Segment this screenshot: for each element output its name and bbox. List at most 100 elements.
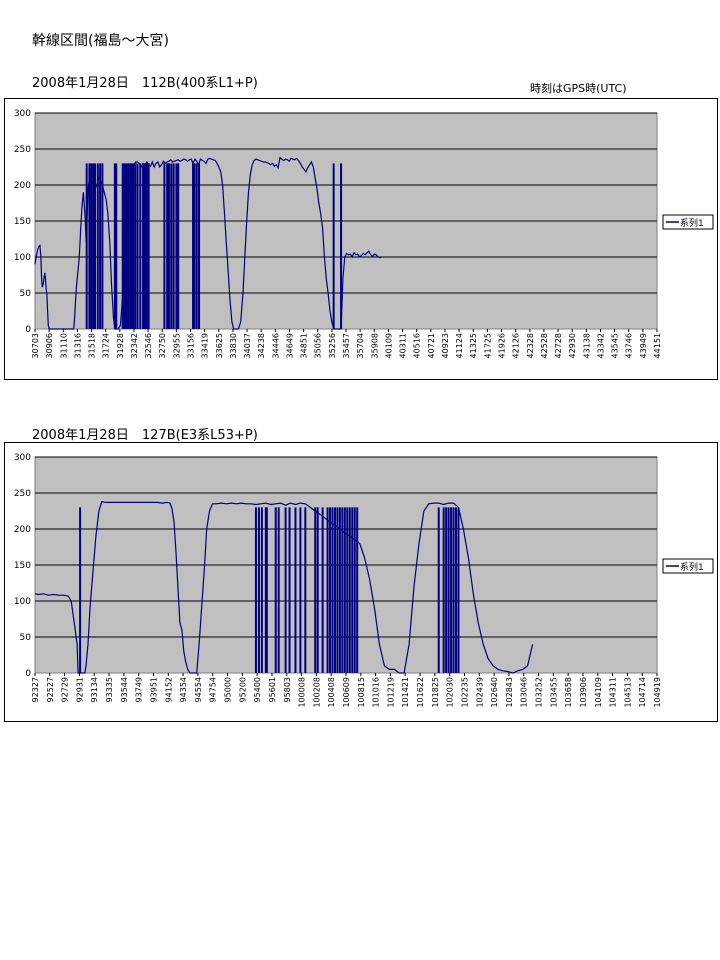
chart-1-xtick-label: 34037	[243, 333, 252, 358]
chart-2-xtick-label: 101421	[401, 677, 410, 708]
chart-2-xtick-label: 95400	[253, 677, 262, 702]
chart-1-ytick-label: 200	[14, 181, 31, 191]
chart-2-xtick-label: 103658	[564, 677, 573, 708]
chart-2-ytick-label: 50	[20, 633, 32, 643]
chart-1-xtick-label: 31518	[88, 333, 97, 358]
chart-1-xtick-label: 41725	[483, 333, 492, 358]
chart-1-xtick-label: 30906	[45, 333, 54, 358]
chart-2-xtick-label: 104714	[638, 677, 647, 708]
chart-1-xtick-label: 43138	[582, 333, 591, 358]
chart-2-xtick-label: 92931	[75, 677, 84, 702]
chart-1-xtick-label: 34238	[257, 333, 266, 358]
chart-2-xtick-label: 101016	[372, 677, 381, 708]
chart-1-xtick-label: 41325	[469, 333, 478, 358]
chart-1-xtick-label: 32342	[130, 333, 139, 358]
page-title: 幹線区間(福島～大宮)	[32, 33, 169, 49]
chart-2-xtick-label: 101219	[386, 677, 395, 708]
chart-1-xtick-label: 42528	[540, 333, 549, 358]
chart-1-xtick-label: 35256	[328, 333, 337, 358]
chart-2-legend	[662, 558, 714, 574]
chart-1-xtick-label: 33419	[201, 333, 210, 358]
chart-1-xtick-label: 33625	[215, 333, 224, 358]
chart-2-xtick-label: 94152	[164, 677, 173, 702]
chart-2-xtick-label: 103046	[520, 677, 529, 708]
chart-2-xtick-label: 102843	[505, 677, 514, 708]
chart-2-ytick-label: 300	[14, 453, 31, 463]
chart-2-xtick-label: 100815	[357, 677, 366, 708]
chart-1-xtick-label: 31928	[116, 333, 125, 358]
chart-2-xtick-label: 102439	[475, 677, 484, 708]
chart-2-xtick-label: 100408	[327, 677, 336, 708]
chart-1-xtick-label: 44151	[653, 333, 662, 358]
chart-1-xtick-label: 32955	[172, 333, 181, 358]
chart-2-ytick-label: 200	[14, 525, 31, 535]
chart-2-series-line	[34, 500, 534, 674]
chart-2-xtick-label: 102235	[460, 677, 469, 708]
chart-1-xtick-label: 43746	[625, 333, 634, 358]
chart-2-xtick-label: 104109	[594, 677, 603, 708]
chart-1: 0 50 100 150 200 250 300 30703 30906 31110 31316 31…	[4, 98, 718, 380]
chart-1-ytick-label: 100	[14, 253, 31, 263]
chart-1-xtick-label: 34446	[271, 333, 280, 358]
chart-1-xtick-label: 42728	[554, 333, 563, 358]
chart-2-xtick-label: 100008	[298, 677, 307, 708]
chart-1-xtick-label: 35908	[370, 333, 379, 358]
chart-1-xtick-label: 40516	[413, 333, 422, 358]
chart-2-title: 2008年1月28日 127B(E3系L53+P)	[32, 428, 258, 443]
chart-1-xtick-label: 43545	[611, 333, 620, 358]
chart-2-ytick-label: 250	[14, 489, 31, 499]
chart-2-xtick-label: 100208	[312, 677, 321, 708]
chart-2-xtick-label: 95601	[268, 677, 277, 702]
chart-2-xtick-label: 95803	[283, 677, 292, 702]
chart-1-series-line	[34, 156, 383, 330]
chart-2-xtick-label: 103455	[549, 677, 558, 708]
chart-2-xtick-label: 104919	[653, 677, 662, 708]
chart-1-svg: 0 50 100 150 200 250 300 30703 30906 31110 31316 31…	[14, 109, 714, 358]
chart-2-xtick-label: 92729	[61, 677, 70, 702]
chart-2-ytick-label: 100	[14, 597, 31, 607]
chart-1-legend-label: 系列1	[680, 217, 704, 229]
chart-2: 0 50 100 150 200 250 300 92327 92527 92729 92931 93…	[4, 442, 718, 722]
chart-2-legend-label: 系列1	[680, 561, 704, 573]
chart-1-ytick-label: 150	[14, 217, 31, 227]
chart-1-xtick-label: 32546	[144, 333, 153, 358]
chart-2-xtick-label: 94554	[194, 677, 203, 702]
chart-1-xtick-label: 40923	[441, 333, 450, 358]
chart-1-xtick-label: 33830	[229, 333, 238, 358]
chart-1-xtick-label: 31724	[102, 333, 111, 358]
chart-2-xtick-label: 102640	[490, 677, 499, 708]
chart-2-xtick-label: 104513	[623, 677, 632, 708]
chart-2-xtick-label: 94354	[179, 677, 188, 702]
chart-2-xtick-label: 101825	[431, 677, 440, 708]
chart-1-xtick-label: 35704	[356, 333, 365, 358]
chart-1-xtick-label: 43949	[639, 333, 648, 358]
chart-1-xtick-label: 40311	[399, 333, 408, 358]
chart-1-xtick-label: 42930	[568, 333, 577, 358]
chart-2-xtick-label: 94754	[209, 677, 218, 702]
chart-1-ytick-label: 300	[14, 109, 31, 119]
chart-2-xtick-label: 100609	[342, 677, 351, 708]
chart-2-xtick-label: 101622	[416, 677, 425, 708]
chart-2-svg: 0 50 100 150 200 250 300 92327 92527 92729 92931 93…	[14, 453, 714, 708]
chart-2-xtick-label: 103252	[535, 677, 544, 708]
chart-2-ytick-label: 150	[14, 561, 31, 571]
chart-1-xtick-label: 30703	[31, 333, 40, 358]
chart-1-xtick-label: 43342	[596, 333, 605, 358]
chart-2-xtick-label: 93134	[90, 677, 99, 702]
chart-1-xtick-label: 41926	[498, 333, 507, 358]
chart-2-xtick-label: 93544	[120, 677, 129, 702]
chart-2-xtick-label: 95200	[238, 677, 247, 702]
chart-1-ytick-label: 0	[25, 325, 31, 335]
chart-1-xtick-label: 32750	[158, 333, 167, 358]
chart-1-xtick-label: 33156	[187, 333, 196, 358]
chart-2-xtick-label: 103906	[579, 677, 588, 708]
chart-1-ytick-label: 250	[14, 145, 31, 155]
chart-1-legend	[662, 214, 714, 230]
chart-1-xtick-label: 31110	[59, 333, 68, 358]
chart-1-xtick-label: 34649	[285, 333, 294, 358]
chart-1-xtick-label: 42126	[512, 333, 521, 358]
chart-1-xtick-label: 42328	[526, 333, 535, 358]
chart-2-xtick-label: 95000	[224, 677, 233, 702]
chart-1-xtick-label: 35056	[314, 333, 323, 358]
time-note: 時刻はGPS時(UTC)	[530, 82, 627, 95]
